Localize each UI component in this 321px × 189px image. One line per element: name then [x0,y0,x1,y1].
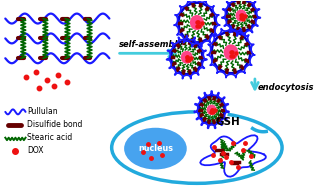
Text: self-assembly: self-assembly [118,40,184,49]
Circle shape [175,0,219,46]
Text: DOX: DOX [27,146,44,155]
Text: Disulfide bond: Disulfide bond [27,120,83,129]
Ellipse shape [124,128,187,170]
Circle shape [208,27,254,77]
Text: Stearic acid: Stearic acid [27,133,73,142]
Circle shape [181,51,193,64]
Circle shape [207,105,217,115]
Circle shape [190,15,204,30]
Circle shape [236,10,247,22]
Circle shape [195,92,228,128]
Text: endocytosis: endocytosis [258,83,314,92]
Ellipse shape [112,112,282,183]
Circle shape [223,0,259,35]
Circle shape [224,44,238,60]
Text: GSH: GSH [215,117,240,127]
Text: nucleus: nucleus [138,144,173,153]
Text: Pullulan: Pullulan [27,107,58,116]
Circle shape [168,36,206,78]
